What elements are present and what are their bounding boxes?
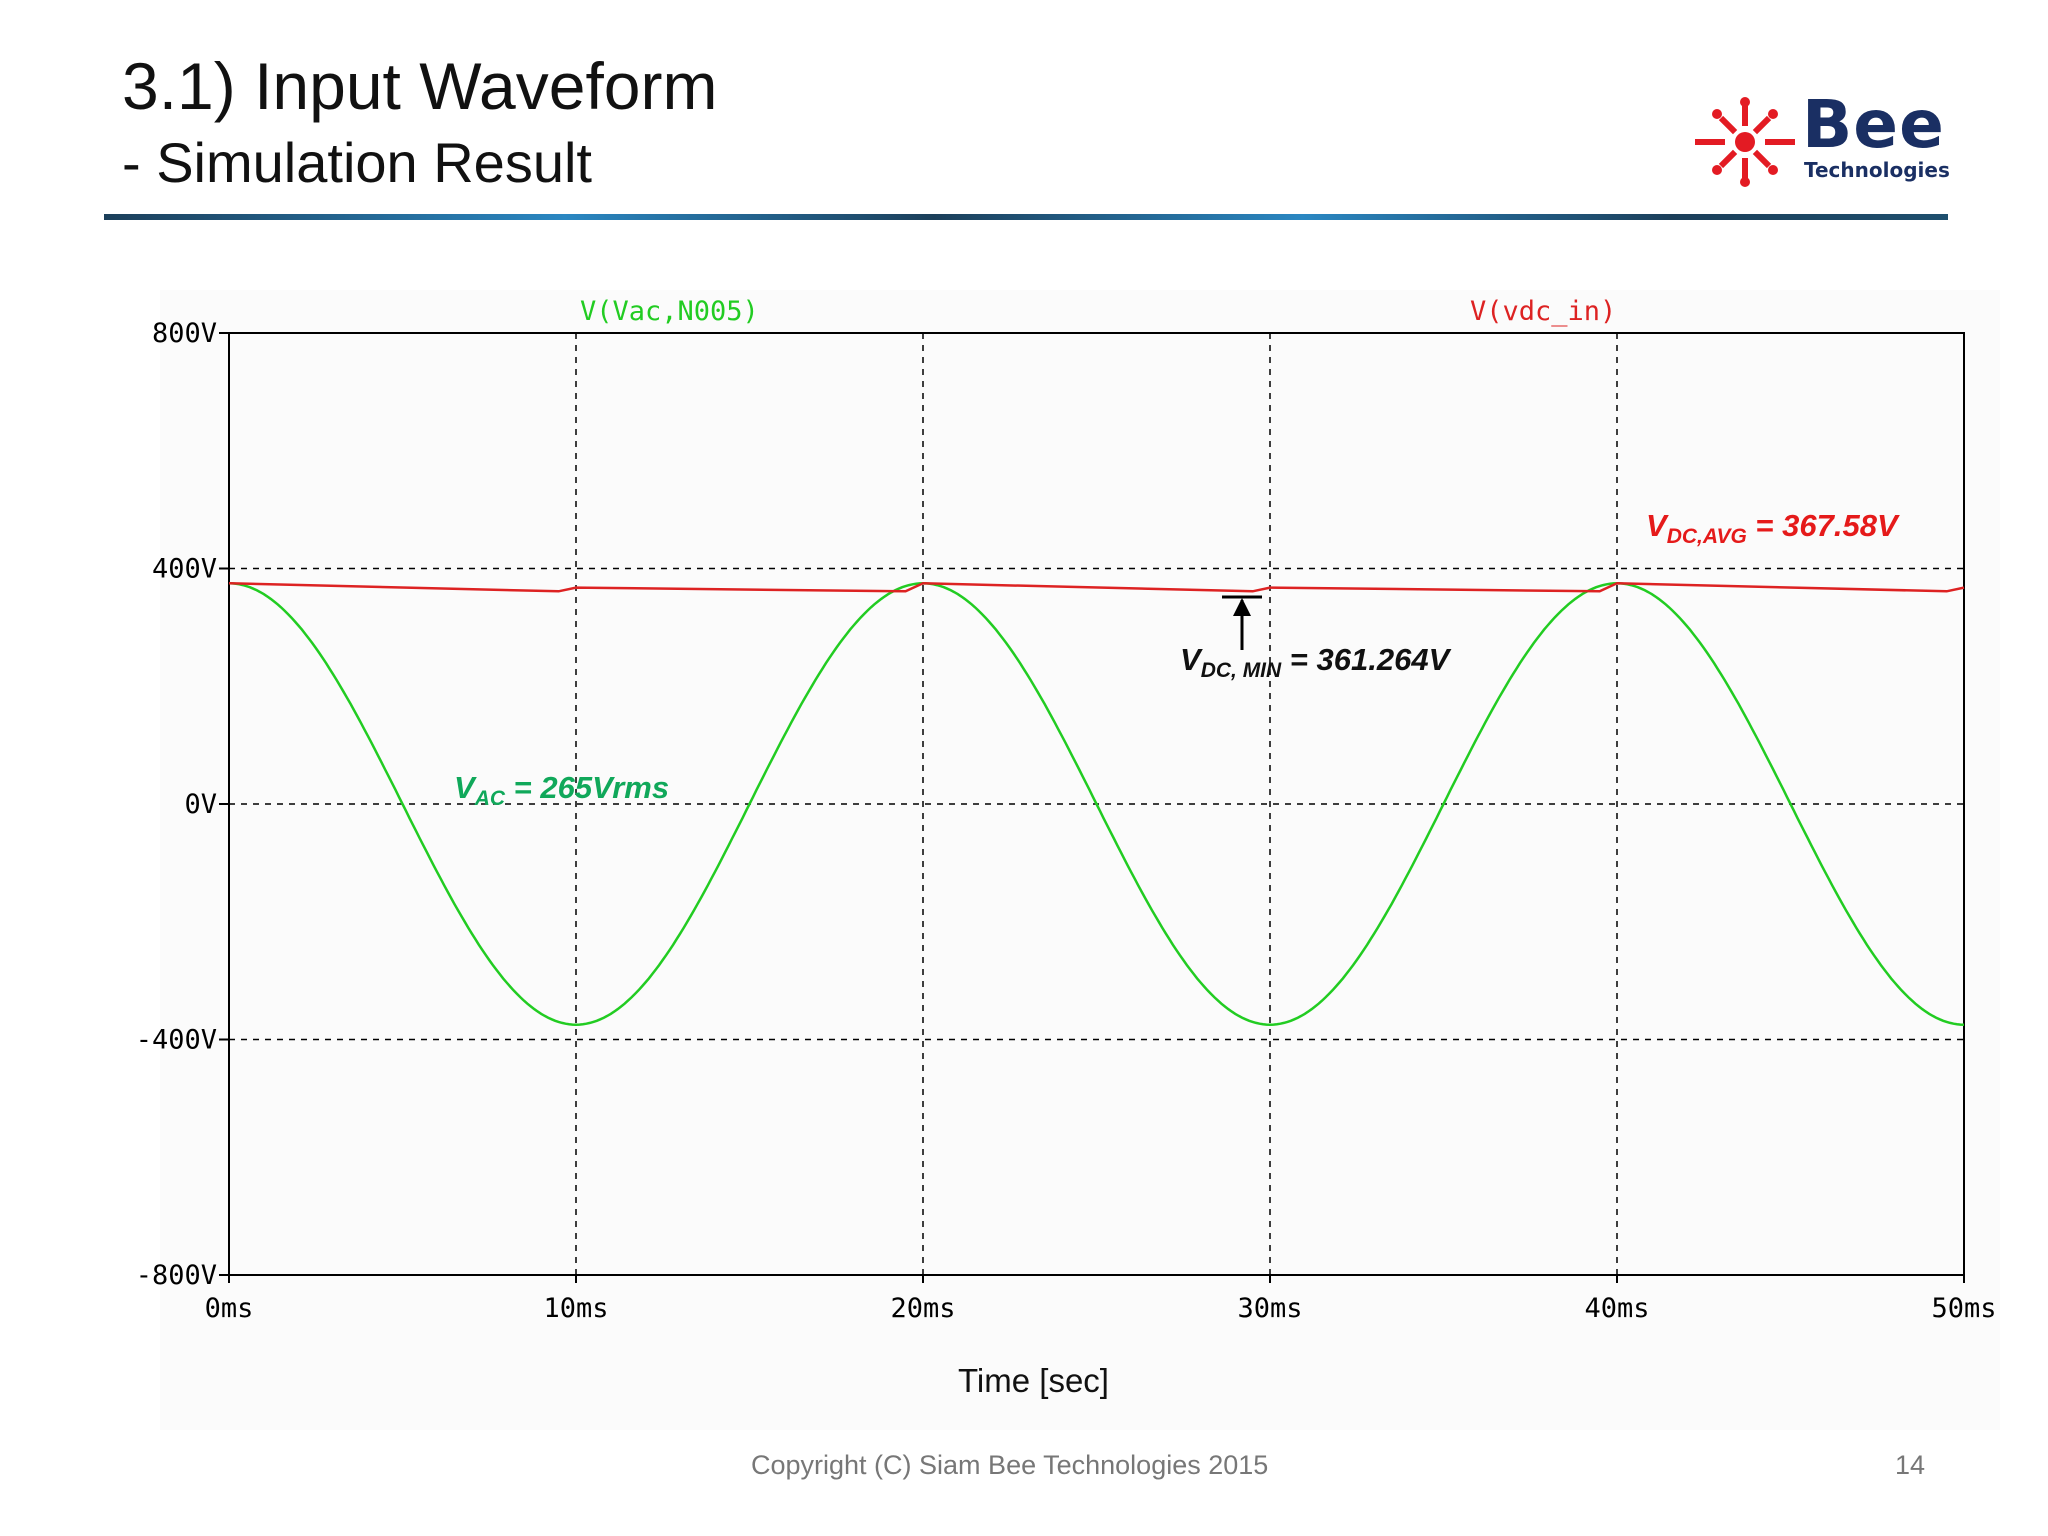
annotation-vdc-min: VDC, MIN = 361.264V <box>1180 642 1450 682</box>
x-tick-label: 30ms <box>1237 1293 1302 1324</box>
y-tick-label: 0V <box>184 789 217 820</box>
y-tick-label: -400V <box>136 1025 217 1056</box>
y-tick-label: 800V <box>152 318 217 349</box>
annotation-vdc-avg: VDC,AVG = 367.58V <box>1646 508 1898 548</box>
logo-wordmark: Bee <box>1802 86 1945 163</box>
chart-background <box>160 290 2000 1430</box>
y-tick-label: -800V <box>136 1260 217 1291</box>
annotation-vac: VAC = 265Vrms <box>454 770 670 810</box>
logo-subtext: Technologies <box>1804 158 1950 182</box>
x-tick-label: 10ms <box>543 1293 608 1324</box>
legend-vac: V(Vac,N005) <box>580 296 759 327</box>
page-number: 14 <box>1895 1450 1926 1480</box>
x-tick-label: 20ms <box>890 1293 955 1324</box>
min-marker <box>1222 595 1262 650</box>
min-marker-arrowhead <box>1233 598 1251 616</box>
x-tick-label: 50ms <box>1931 1293 1996 1324</box>
series-lines <box>228 582 1965 1026</box>
x-tick-label: 0ms <box>205 1293 254 1324</box>
footer-copyright: Copyright (C) Siam Bee Technologies 2015 <box>751 1450 1269 1480</box>
series-vac-line <box>228 582 1965 1026</box>
header-divider <box>104 214 1948 220</box>
x-tick-label: 40ms <box>1584 1293 1649 1324</box>
slide-title: 3.1) Input Waveform <box>122 49 718 123</box>
series-vdc-line <box>228 582 1965 593</box>
y-tick-label: 400V <box>152 554 217 585</box>
bee-logo-icon <box>1695 97 1795 187</box>
slide-subtitle: - Simulation Result <box>122 131 592 194</box>
axis-ticks: 0ms 10ms 20ms 30ms 40ms 50ms 800V 400V 0V -400V -8… <box>136 318 1997 1324</box>
legend-vdc: V(vdc_in) <box>1470 296 1617 327</box>
x-axis-label: Time [sec] <box>958 1362 1109 1399</box>
